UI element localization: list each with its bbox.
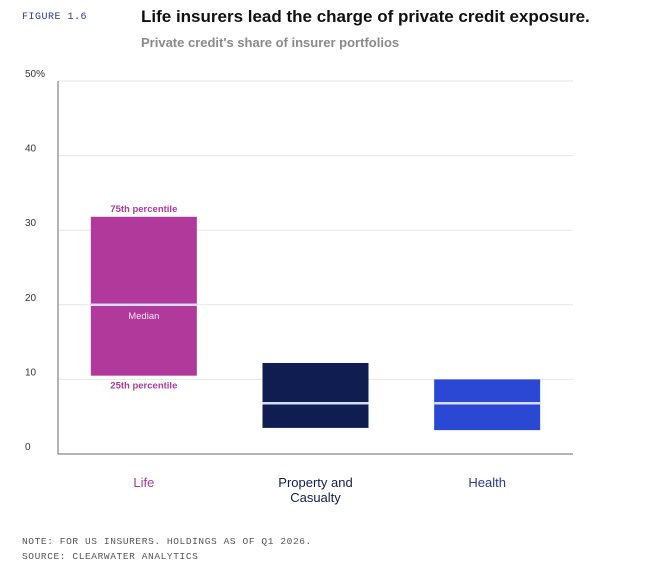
footer-source: SOURCE: CLEARWATER ANALYTICS (22, 551, 199, 562)
bar-1 (262, 362, 369, 428)
y-tick-label: 50% (25, 69, 45, 80)
y-tick-label: 40 (25, 144, 37, 155)
y-tick-label: 20 (25, 293, 37, 304)
bar-2 (434, 379, 541, 431)
bars: 75th percentile Median 25th percentile (90, 204, 541, 431)
x-category-label: Property and (278, 475, 352, 490)
axes (57, 81, 573, 455)
bar-0 (90, 216, 197, 376)
y-axis-ticks: 0 10 20 30 40 50% (25, 69, 45, 453)
y-tick-label: 10 (25, 367, 37, 378)
label-25th-percentile: 25th percentile (110, 381, 177, 392)
footer-notes: NOTE: FOR US INSURERS. HOLDINGS AS OF Q1… (22, 534, 312, 564)
chart-title: Life insurers lead the charge of private… (141, 7, 590, 26)
y-tick-label: 0 (25, 442, 31, 453)
x-category-label: Life (133, 475, 154, 490)
figure-label: FIGURE 1.6 (22, 12, 88, 23)
chart-subtitle: Private credit's share of insurer portfo… (141, 35, 400, 50)
y-tick-label: 30 (25, 218, 37, 229)
label-75th-percentile: 75th percentile (110, 204, 177, 215)
x-category-label: Health (468, 475, 506, 490)
label-median: Median (128, 311, 159, 322)
footer-note: NOTE: FOR US INSURERS. HOLDINGS AS OF Q1… (22, 536, 312, 547)
x-category-label: Casualty (290, 490, 341, 505)
